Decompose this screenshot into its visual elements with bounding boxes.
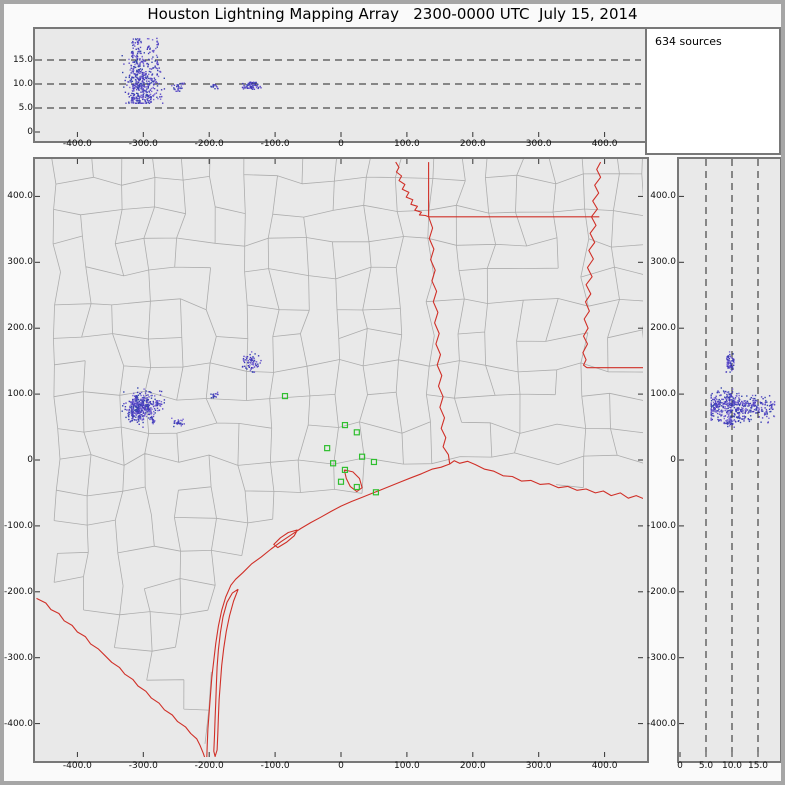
- tick-label: 15.0: [12, 55, 33, 65]
- tick-label: 200.0: [459, 139, 486, 149]
- tick-label: 5.0: [698, 761, 714, 771]
- tick-label: 0: [27, 455, 33, 465]
- lma-station-marker: [337, 478, 345, 485]
- plan-view-map-panel: [33, 157, 649, 763]
- tick-label: 200.0: [459, 761, 486, 771]
- page-title: Houston Lightning Mapping Array 2300-000…: [147, 5, 638, 23]
- tick-label: -200.0: [194, 139, 224, 149]
- tick-label: 0: [338, 139, 344, 149]
- tick-label: -100.0: [646, 520, 676, 531]
- county-boundaries-layer: [51, 159, 643, 744]
- tick-label: 300.0: [7, 257, 33, 268]
- tick-label: 300.0: [525, 761, 552, 771]
- tick-label: -400.0: [62, 139, 92, 149]
- lma-station-marker: [324, 445, 331, 452]
- tick-label: 300.0: [650, 257, 676, 268]
- tick-label: 400.0: [650, 191, 676, 202]
- reference-altitude-lines: [705, 159, 759, 757]
- tick-label: -300.0: [3, 652, 33, 663]
- tick-label: 0: [338, 761, 344, 771]
- tick-label: 400.0: [591, 761, 618, 771]
- tick-marks: [679, 195, 759, 757]
- altitude-vs-eastwest-plot[interactable]: [35, 29, 641, 137]
- tick-label: 300.0: [525, 139, 552, 149]
- lma-station-marker: [370, 458, 378, 466]
- tick-label: 0: [27, 127, 33, 137]
- tick-label: -400.0: [646, 718, 676, 729]
- tick-label: 10.0: [721, 761, 743, 771]
- tick-label: 400.0: [591, 139, 618, 149]
- lma-stations-layer: [281, 392, 380, 496]
- lma-station-marker: [353, 483, 360, 491]
- tick-label: 200.0: [650, 323, 676, 334]
- tick-marks: [35, 159, 643, 757]
- lma-station-marker: [341, 421, 349, 429]
- altitude-vs-northsouth-plot[interactable]: [679, 159, 776, 757]
- lma-station-marker: [329, 460, 337, 467]
- tick-label: 0: [670, 455, 676, 465]
- tick-label: 400.0: [7, 191, 33, 202]
- lma-station-marker: [372, 489, 380, 496]
- tick-label: -100.0: [260, 761, 290, 771]
- tick-label: 100.0: [650, 389, 676, 400]
- tick-label: -300.0: [128, 761, 158, 771]
- tick-label: 100.0: [7, 389, 33, 400]
- tick-label: -400.0: [62, 761, 92, 771]
- sources-count-panel: 634 sources: [645, 27, 781, 155]
- tick-label: -100.0: [3, 520, 33, 531]
- lightning-sources-layer: [121, 351, 262, 428]
- tick-label: 0: [677, 761, 683, 771]
- tick-label: -200.0: [194, 761, 224, 771]
- lma-station-marker: [353, 429, 360, 436]
- plan-view-map-plot[interactable]: [35, 159, 643, 757]
- tick-label: -200.0: [646, 586, 676, 597]
- tick-label: -300.0: [646, 652, 676, 663]
- altitude-vs-northsouth-panel: [677, 157, 782, 763]
- tick-label: 5.0: [18, 103, 33, 113]
- tick-label: 200.0: [7, 323, 33, 334]
- tick-label: 100.0: [394, 761, 420, 771]
- tick-label: 10.0: [12, 79, 33, 89]
- lma-station-marker: [341, 466, 349, 473]
- lma-station-marker: [281, 392, 289, 400]
- reference-altitude-lines: [35, 59, 641, 109]
- tick-label: -100.0: [260, 139, 290, 149]
- tick-label: -400.0: [3, 718, 33, 729]
- lightning-sources-layer: [710, 351, 776, 428]
- lightning-sources-layer: [121, 37, 262, 104]
- tick-marks: [35, 59, 606, 137]
- lma-station-marker: [358, 453, 366, 460]
- tick-label: -300.0: [128, 139, 158, 149]
- altitude-vs-eastwest-panel: [33, 27, 647, 143]
- tick-label: 15.0: [747, 761, 769, 771]
- tick-label: -200.0: [3, 586, 33, 597]
- tick-label: 100.0: [394, 139, 420, 149]
- state-borders-layer: [36, 161, 643, 757]
- sources-count-label: 634 sources: [655, 35, 722, 48]
